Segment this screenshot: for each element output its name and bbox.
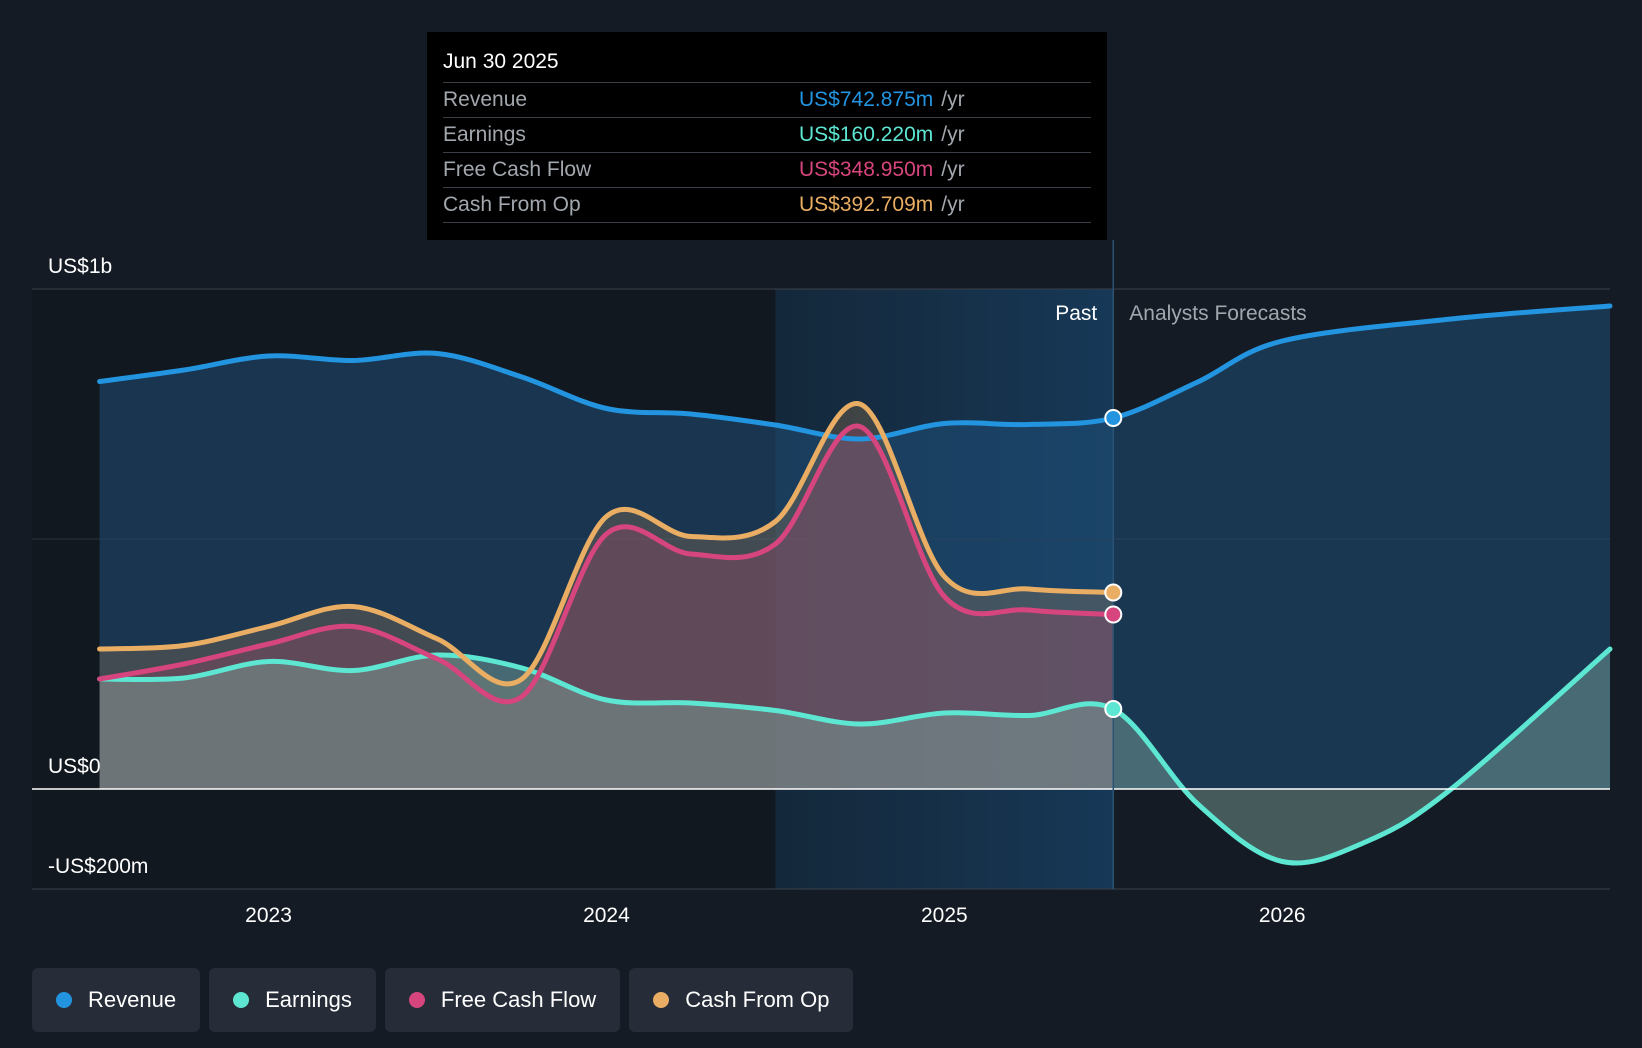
tooltip-label: Free Cash Flow xyxy=(443,158,592,181)
tooltip-unit: /yr xyxy=(941,193,965,216)
tooltip-unit: /yr xyxy=(941,88,965,111)
x-tick-label: 2025 xyxy=(921,904,968,927)
point-free-cash-flow xyxy=(1104,605,1123,624)
x-tick-label: 2024 xyxy=(583,904,630,927)
point-cash-from-op xyxy=(1104,583,1123,602)
past-label: Past xyxy=(1055,302,1097,325)
legend-label: Earnings xyxy=(265,987,352,1012)
x-tick-label: 2023 xyxy=(245,904,292,927)
tooltip-date: Jun 30 2025 xyxy=(443,50,559,73)
x-tick-label: 2026 xyxy=(1259,904,1306,927)
legend-label: Cash From Op xyxy=(685,987,830,1012)
point-earnings xyxy=(1104,700,1123,718)
tooltip-unit: /yr xyxy=(941,123,965,146)
line-earnings xyxy=(97,646,1613,866)
legend-item-cash-from-op[interactable]: Cash From Op xyxy=(629,968,854,1032)
legend-item-free-cash-flow[interactable]: Free Cash Flow xyxy=(384,968,621,1032)
tooltip-label: Earnings xyxy=(443,123,526,146)
legend-item-revenue[interactable]: Revenue xyxy=(32,968,201,1032)
tooltip-row-cash-from-op: Cash From Op US$392.709m /yr xyxy=(443,187,1091,223)
point-revenue xyxy=(1104,409,1123,427)
cash-from-op-dot-icon xyxy=(653,992,670,1008)
tooltip-unit: /yr xyxy=(941,158,965,181)
line-free-cash-flow xyxy=(97,423,1116,705)
y-tick-label: US$0 xyxy=(48,755,101,778)
tooltip: Jun 30 2025 Revenue US$742.875m /yr Earn… xyxy=(427,32,1107,240)
area-cash-from-op xyxy=(99,403,1114,789)
legend-label: Free Cash Flow xyxy=(440,987,597,1012)
tooltip-value-free-cash-flow: US$348.950m xyxy=(799,158,934,181)
area-earnings xyxy=(99,649,1610,864)
y-tick-label: -US$200m xyxy=(48,855,148,878)
legend-item-earnings[interactable]: Earnings xyxy=(209,968,376,1032)
legend-label: Revenue xyxy=(88,987,177,1012)
line-revenue xyxy=(97,303,1613,442)
chart-plot: US$1b US$0 -US$200m 2023 2024 2025 2026 Past Ana… xyxy=(32,240,1613,927)
tooltip-row-revenue: Revenue US$742.875m /yr xyxy=(443,82,1091,117)
area-free-cash-flow xyxy=(99,425,1114,789)
legend: Revenue Earnings Free Cash Flow Cash Fro… xyxy=(32,968,854,1032)
earnings-dot-icon xyxy=(233,992,250,1008)
forecast-label: Analysts Forecasts xyxy=(1129,302,1306,325)
tooltip-row-free-cash-flow: Free Cash Flow US$348.950m /yr xyxy=(443,152,1091,187)
tooltip-value-earnings: US$160.220m xyxy=(799,123,934,146)
tooltip-label: Revenue xyxy=(443,88,528,111)
revenue-dot-icon xyxy=(56,992,72,1008)
y-tick-label: US$1b xyxy=(48,255,112,278)
tooltip-value-revenue: US$742.875m xyxy=(799,88,934,111)
tooltip-value-cash-from-op: US$392.709m xyxy=(799,193,934,216)
free-cash-flow-dot-icon xyxy=(408,992,425,1008)
tooltip-label: Cash From Op xyxy=(443,193,581,216)
line-cash-from-op xyxy=(97,401,1116,687)
tooltip-row-earnings: Earnings US$160.220m /yr xyxy=(443,117,1091,152)
